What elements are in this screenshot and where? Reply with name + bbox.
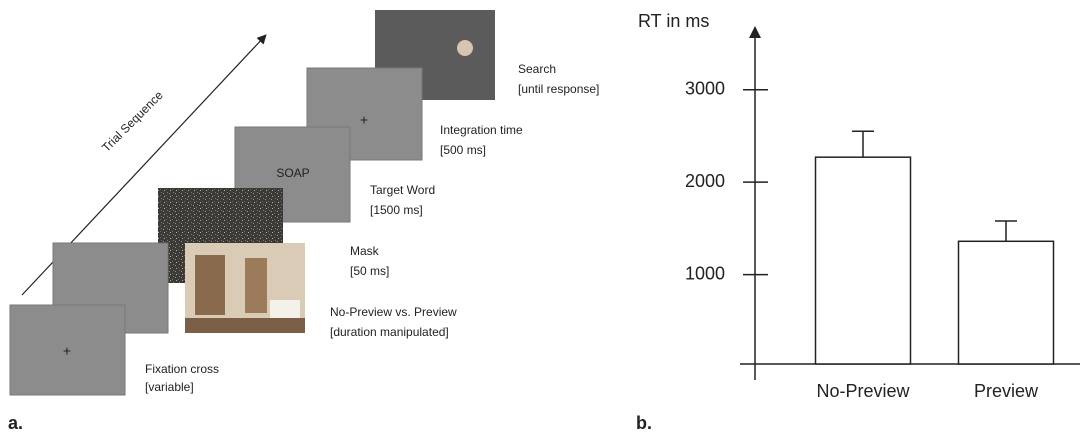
frame-name: Fixation cross	[145, 362, 219, 376]
y-tick-label: 1000	[685, 263, 725, 283]
scene-image	[185, 243, 305, 333]
frame-name: Search	[518, 62, 556, 76]
frame-duration: [1500 ms]	[370, 203, 423, 217]
frame-name: Integration time	[440, 123, 523, 137]
frame-content: +	[63, 343, 71, 359]
frame	[9, 304, 126, 396]
frame-name: Mask	[350, 244, 380, 258]
frame-name: No-Preview vs. Preview	[330, 305, 457, 319]
bar-chart: b. RT in ms 1000 2000 3000 No-Preview Previe…	[636, 11, 1080, 433]
x-tick-label: No-Preview	[816, 381, 910, 401]
x-tick-label: Preview	[974, 381, 1039, 401]
frame-duration: [duration manipulated]	[330, 325, 449, 339]
bar	[957, 240, 1055, 365]
error-bar	[852, 130, 874, 158]
bar	[814, 156, 912, 365]
panel-label: a.	[8, 413, 23, 433]
search-target	[457, 40, 473, 56]
y-tick-label: 2000	[685, 171, 725, 191]
error-bar	[995, 220, 1017, 242]
frame-duration: [variable]	[145, 380, 194, 394]
frame-content: SOAP	[276, 166, 309, 180]
frame-duration: [until response]	[518, 82, 599, 96]
frame-duration: [500 ms]	[440, 143, 486, 157]
trial-diagram: Trial Sequence + SOAP + Search [until re…	[8, 10, 599, 433]
y-tick-label: 3000	[685, 78, 725, 98]
frame-duration: [50 ms]	[350, 264, 389, 278]
y-axis-label: RT in ms	[638, 11, 709, 31]
frame-name: Target Word	[370, 183, 435, 197]
arrow-label: Trial Sequence	[99, 88, 166, 155]
frame-content: +	[360, 112, 368, 128]
panel-label: b.	[636, 413, 652, 433]
